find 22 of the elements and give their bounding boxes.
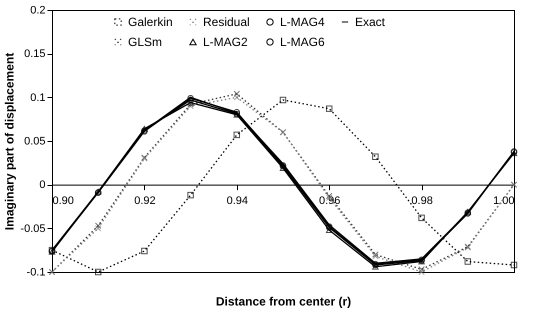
x-tick-label: 0.90 (52, 195, 74, 208)
y-tick-label: 0.1 (30, 92, 46, 104)
legend-label: Galerkin (128, 15, 173, 29)
legend-label: GLSm (128, 35, 162, 49)
legend-label: L-MAG2 (203, 35, 248, 49)
legend-label: Exact (355, 15, 386, 29)
x-tick-label: 0.96 (318, 195, 340, 208)
x-tick-label: 0.98 (411, 195, 433, 208)
x-tick-label: 0.92 (134, 195, 156, 208)
legend-label: Residual (203, 15, 250, 29)
y-tick-label: 0.15 (24, 48, 46, 60)
y-tick-label: 0 (39, 179, 46, 192)
legend-label: L-MAG4 (280, 15, 326, 29)
y-tick-label: 0.2 (30, 4, 46, 16)
x-tick-label: 1.00 (493, 195, 514, 208)
y-tick-label: 0.05 (24, 136, 46, 148)
y-tick-label: -0.1 (26, 266, 46, 278)
y-axis-title: Imaginary part of displacement (2, 52, 16, 230)
y-tick-label: -0.05 (20, 222, 46, 235)
x-axis-title: Distance from center (r) (216, 294, 352, 308)
legend-label: L-MAG6 (280, 35, 326, 49)
x-tick-label: 0.94 (226, 195, 248, 208)
